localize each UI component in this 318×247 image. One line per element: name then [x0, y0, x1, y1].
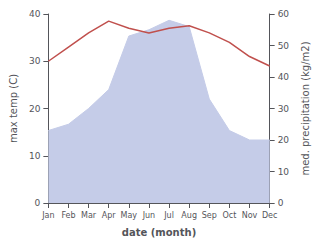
svg-text:10: 10 [29, 151, 41, 161]
svg-text:Apr: Apr [102, 211, 117, 220]
svg-text:Sep: Sep [202, 211, 217, 220]
svg-text:30: 30 [278, 104, 290, 114]
svg-text:med. precipitation (kg/m2): med. precipitation (kg/m2) [300, 41, 311, 175]
svg-text:Jul: Jul [163, 211, 174, 220]
svg-text:Dec: Dec [262, 211, 277, 220]
svg-text:0: 0 [35, 198, 41, 208]
svg-text:max temp (C): max temp (C) [8, 74, 19, 143]
svg-text:20: 20 [278, 135, 290, 145]
svg-text:30: 30 [29, 56, 41, 66]
svg-text:Nov: Nov [242, 211, 258, 220]
svg-text:Aug: Aug [181, 211, 197, 220]
svg-text:May: May [121, 211, 138, 220]
svg-text:Jun: Jun [142, 211, 156, 220]
svg-text:Feb: Feb [61, 211, 75, 220]
svg-text:Oct: Oct [222, 211, 236, 220]
svg-text:60: 60 [278, 9, 290, 19]
svg-text:date (month): date (month) [122, 227, 196, 238]
svg-text:Mar: Mar [81, 211, 97, 220]
svg-text:40: 40 [278, 72, 290, 82]
svg-text:10: 10 [278, 167, 290, 177]
svg-text:40: 40 [29, 9, 41, 19]
svg-text:50: 50 [278, 41, 290, 51]
svg-text:0: 0 [278, 198, 284, 208]
svg-text:20: 20 [29, 104, 41, 114]
svg-text:Jan: Jan [41, 211, 54, 220]
